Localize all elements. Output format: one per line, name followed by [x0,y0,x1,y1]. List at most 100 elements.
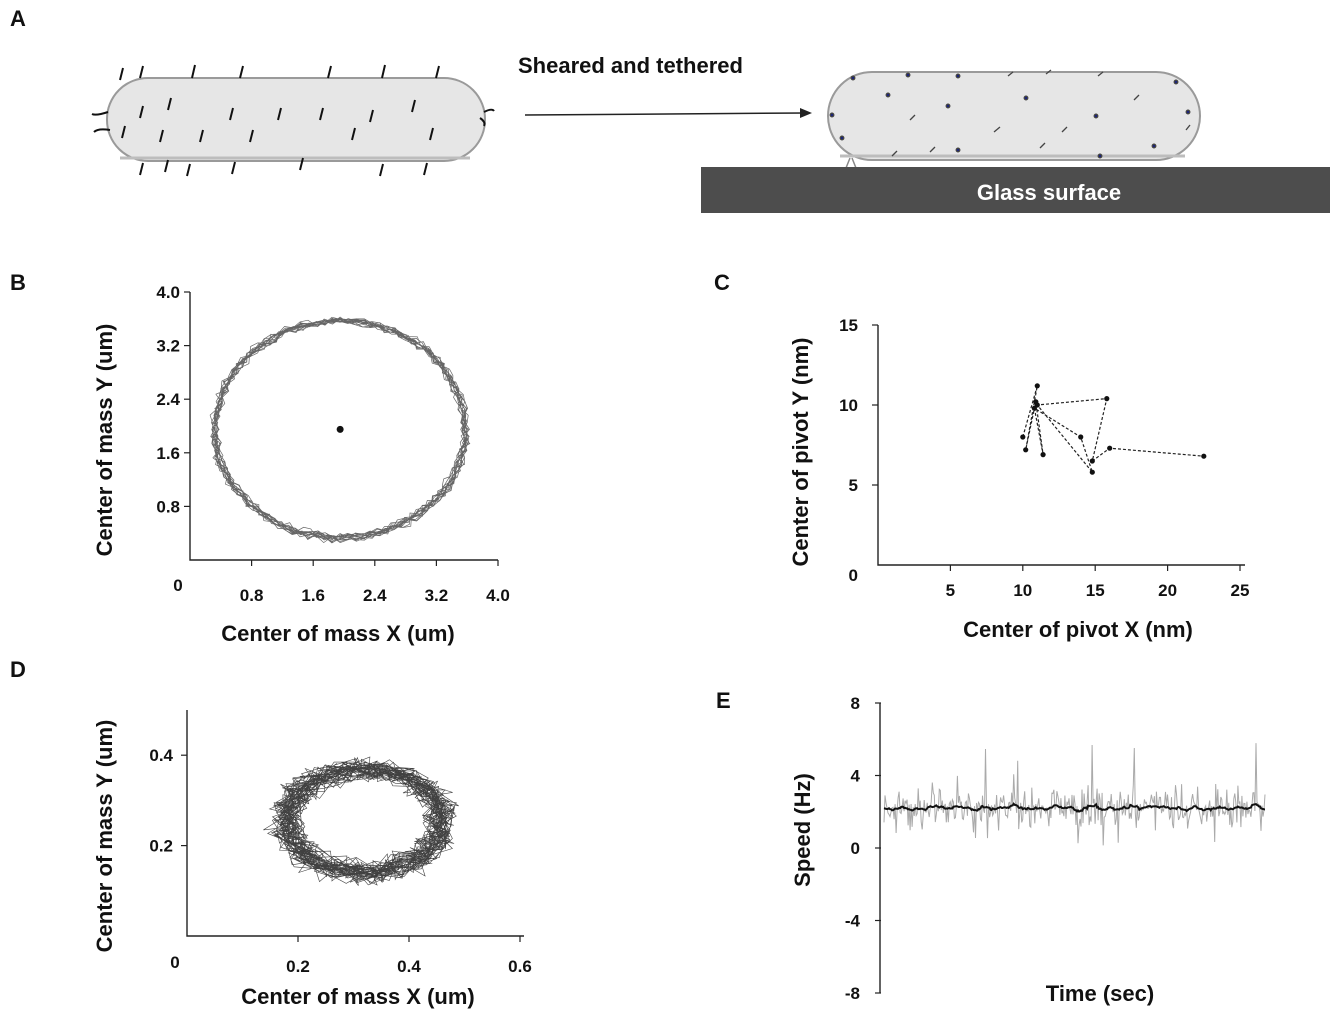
panel-d-axes [186,710,524,937]
flagellum-mark [327,65,332,79]
stub-dot [829,112,835,118]
stub-dash [1007,71,1014,77]
stub-dot [945,103,951,109]
panel-c-label: C [714,270,730,295]
flagellum-mark [159,129,164,143]
pivot-point [1201,453,1207,459]
panel-c-xlabel: Center of pivot X (nm) [963,617,1193,642]
flagellum-mark [435,65,440,79]
flagellum-mark [139,65,144,79]
glass-surface-label: Glass surface [977,180,1121,205]
flagellum-mark [351,127,356,141]
panel-b-xlabel: Center of mass X (um) [221,621,455,646]
x-tick-label: 2.4 [363,586,387,605]
flagellum-mark [423,162,428,176]
y-tick-label: 0 [851,839,860,858]
x-tick-label: 20 [1158,581,1177,600]
flagellum-mark [369,109,374,123]
y-tick-label: 5 [849,476,858,495]
flagellum-mark [139,162,144,176]
y-tick-label: 0.2 [149,837,173,856]
flagellum-mark [164,159,169,173]
flagellum-mark [239,65,244,79]
panel-a-label: A [10,6,26,31]
x-tick-label: 5 [946,581,955,600]
flagellum-mark [186,163,191,177]
x-tick-label: 3.2 [425,586,449,605]
panel-c-axes [877,325,1245,566]
stub-dash [929,146,936,153]
smoothed-speed-series [883,802,1265,814]
process-arrow [524,108,812,118]
flagellum-mark [277,107,282,121]
flagellum-mark [381,64,386,79]
pivot-point [1089,469,1095,475]
x-tick-label: 0.4 [397,957,421,976]
y-tick-label: 0 [849,566,858,585]
x-tick-label: 1.6 [301,586,325,605]
pivot-point [1020,434,1026,440]
center-point [336,425,344,433]
stub-dot [839,135,845,141]
flagellum-mark [229,107,234,121]
y-tick-label: 3.2 [156,337,180,356]
stub-dot [1097,153,1103,159]
bacterium-flagellated [91,64,495,177]
pivot-point [1034,402,1040,408]
glass-surface [701,167,1330,213]
x-tick-label: 0.6 [508,957,532,976]
stub-dot [1185,109,1191,115]
stub-dash [909,114,916,121]
x-tick-label: 0 [173,576,182,595]
pivot-point [1078,434,1084,440]
y-tick-label: 0.8 [156,497,180,516]
x-tick-label: 10 [1013,581,1032,600]
flagellum-mark [139,105,144,119]
x-tick-label: 4.0 [486,586,510,605]
panel-e: E 8 4 0 -4 -8 Time (sec) Speed (Hz) [716,688,1266,1006]
pivot-point [1089,458,1095,464]
flagellum-mark [231,161,236,175]
y-tick-label: 4 [851,767,861,786]
flagellum-mark [121,125,126,139]
flagellum-mark [411,99,416,113]
x-tick-label: 0.8 [240,586,264,605]
panel-b-ylabel: Center of mass Y (um) [92,324,117,557]
flagellum-mark [167,97,172,111]
pivot-point [1040,452,1046,458]
flagellum-mark [119,67,124,81]
stub-dash [1045,69,1052,75]
panel-d-xlabel: Center of mass X (um) [241,984,475,1009]
y-tick-label: 2.4 [156,390,180,409]
trajectory-path [263,756,459,886]
raw-speed-series [883,743,1266,846]
x-tick-label: 15 [1086,581,1105,600]
panel-a: A Sheared and tethered Glass surface [10,6,1330,213]
flagellum-mark [91,111,111,133]
x-tick-label: 0.2 [286,957,310,976]
y-tick-label: 15 [839,316,858,335]
panel-d-label: D [10,657,26,682]
y-tick-label: 10 [839,396,858,415]
y-tick-label: 4.0 [156,283,180,302]
panel-c: C 0 5 10 15 5 10 15 20 25 Center of pivot X (nm… [714,270,1249,642]
stub-dash [1039,142,1046,149]
pivot-point [1023,447,1029,453]
y-tick-label: -8 [845,984,860,1003]
stub-dot [905,72,911,78]
stub-dot [1173,79,1179,85]
flagellum-mark [249,129,254,143]
panel-c-ylabel: Center of pivot Y (nm) [788,338,813,567]
panel-e-label: E [716,688,731,713]
panel-e-ylabel: Speed (Hz) [790,773,815,887]
panel-b-label: B [10,270,26,295]
flagellum-mark [199,129,204,143]
flagellum-mark [479,108,495,127]
flagellum-mark [379,163,384,177]
flagellum-mark [299,157,304,171]
flagellum-mark [429,127,434,141]
stub-dash [1061,126,1068,133]
arrow-label: Sheared and tethered [518,53,743,78]
stub-dot [850,75,856,81]
